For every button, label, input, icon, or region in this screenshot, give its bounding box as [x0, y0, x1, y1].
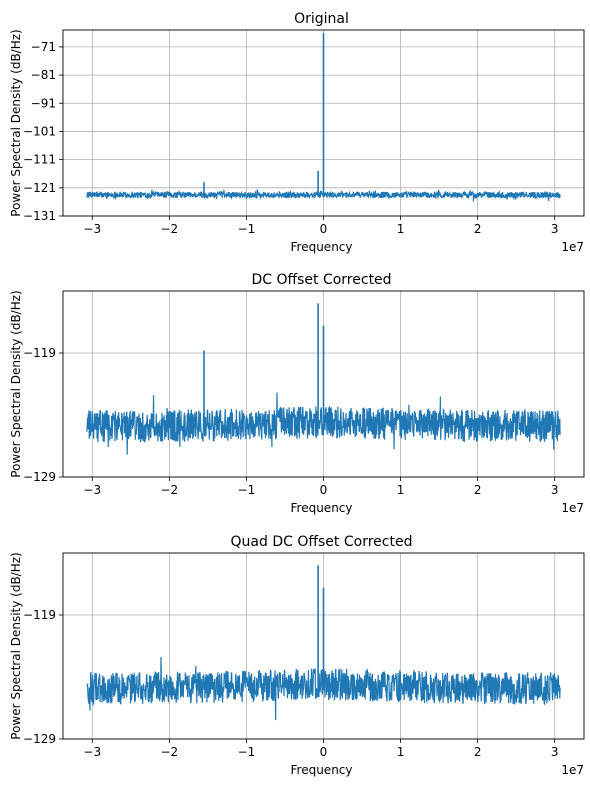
y-tick-label: −111: [23, 153, 56, 167]
y-tick-label: −119: [23, 346, 56, 360]
x-tick-label: −3: [83, 222, 101, 236]
y-axis-label: Power Spectral Density (dB/Hz): [9, 552, 23, 739]
y-tick-label: −129: [23, 732, 56, 746]
x-offset-label: 1e7: [561, 501, 584, 515]
x-tick-label: −2: [161, 745, 179, 759]
x-tick-label: −1: [238, 222, 256, 236]
y-axis-label: Power Spectral Density (dB/Hz): [9, 290, 23, 477]
x-tick-label: −2: [161, 222, 179, 236]
chart-title: Original: [294, 11, 349, 27]
x-tick-label: −1: [238, 483, 256, 497]
chart-1: −3 −2 −1 0 1 2 3−131−121−111−101−91−81−71Origi…: [9, 11, 584, 254]
x-axis-label: Frequency: [291, 763, 353, 777]
chart-title: Quad DC Offset Corrected: [231, 534, 413, 550]
x-tick-label: 3: [551, 222, 559, 236]
x-tick-label: 3: [551, 483, 559, 497]
x-tick-label: 1: [397, 222, 405, 236]
x-offset-label: 1e7: [561, 240, 584, 254]
x-tick-label: −2: [161, 483, 179, 497]
x-tick-label: 2: [474, 745, 482, 759]
x-tick-label: −1: [238, 745, 256, 759]
x-offset-label: 1e7: [561, 763, 584, 777]
y-tick-label: −119: [23, 608, 56, 622]
chart-2: −3 −2 −1 0 1 2 3 −129 −119 DC Offset Corrected Fre…: [9, 272, 584, 515]
chart-3: −3 −2 −1 0 1 2 3 −129 −119 Quad DC Offset Correct…: [9, 534, 584, 777]
y-tick-label: −91: [31, 96, 56, 110]
y-tick-label: −71: [31, 40, 56, 54]
x-tick-label: 1: [397, 483, 405, 497]
x-tick-label: 1: [397, 745, 405, 759]
x-tick-label: −3: [83, 483, 101, 497]
y-tick-label: −121: [23, 181, 56, 195]
y-tick-label: −101: [23, 124, 56, 138]
y-tick-label: −129: [23, 470, 56, 484]
x-axis-label: Frequency: [291, 501, 353, 515]
x-tick-label: 2: [474, 483, 482, 497]
y-axis-label: Power Spectral Density (dB/Hz): [9, 29, 23, 216]
x-tick-label: 0: [320, 222, 328, 236]
y-tick-label: −81: [31, 68, 56, 82]
x-tick-label: 3: [551, 745, 559, 759]
x-axis-label: Frequency: [291, 240, 353, 254]
x-tick-label: 0: [320, 745, 328, 759]
y-tick-label: −131: [23, 209, 56, 223]
chart-title: DC Offset Corrected: [251, 272, 391, 288]
x-tick-label: 0: [320, 483, 328, 497]
x-tick-label: 2: [474, 222, 482, 236]
x-tick-label: −3: [83, 745, 101, 759]
